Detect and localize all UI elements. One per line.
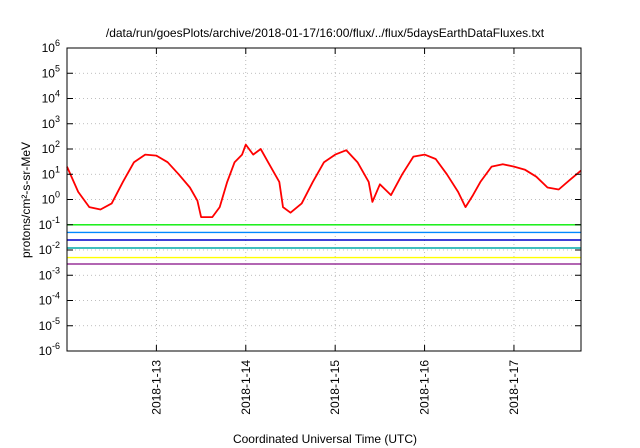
y-axis-label-text: protons/cm²-s-sr-MeV [19,142,33,258]
y-tick-label-exponent: -3 [52,265,60,275]
series-group [66,143,582,265]
y-tick-label-exponent: -6 [52,341,60,351]
y-tick-label-exponent: 1 [55,164,60,174]
y-tick-label-base: 10 [42,167,56,181]
series-line [66,143,582,219]
y-tick-label-base: 10 [42,41,56,55]
y-tick-label: 10-5 [39,316,60,333]
y-tick-label-base: 10 [39,319,53,333]
y-tick-label-exponent: 4 [55,89,60,99]
y-tick-label: 10-1 [39,215,60,232]
grid-lines [67,48,581,351]
y-tick-label-base: 10 [42,142,56,156]
y-tick-label-base: 10 [39,243,53,257]
y-tick-label: 103 [42,114,60,131]
y-tick-label: 102 [42,139,60,156]
y-tick-label-base: 10 [39,268,53,282]
chart-title: /data/run/goesPlots/archive/2018-01-17/1… [106,26,545,40]
y-tick-label-base: 10 [39,294,53,308]
y-tick-label-exponent: -2 [52,240,60,250]
y-tick-label-exponent: -1 [52,215,60,225]
x-tick-label: 2018-1-16 [418,360,432,415]
y-tick-label: 10-6 [39,341,60,358]
axis-ticks [67,47,581,352]
y-tick-label-exponent: 5 [55,63,60,73]
x-tick-label: 2018-1-15 [328,360,342,415]
y-tick-labels: 10-610-510-410-310-210-11001011021031041… [39,38,60,358]
y-tick-label: 10-4 [39,291,60,308]
y-tick-label: 101 [42,164,60,181]
y-tick-label: 104 [42,89,60,106]
x-axis-label: Coordinated Universal Time (UTC) [233,432,417,446]
y-tick-label: 106 [42,38,60,55]
y-tick-label-base: 10 [42,117,56,131]
y-tick-label-exponent: 6 [55,38,60,48]
y-tick-label-base: 10 [39,218,53,232]
y-tick-label-base: 10 [42,66,56,80]
y-tick-label-exponent: -4 [52,291,60,301]
y-tick-label: 100 [42,190,60,207]
y-tick-label-exponent: 0 [55,190,60,200]
y-tick-label-exponent: 2 [55,139,60,149]
y-tick-label-exponent: -5 [52,316,60,326]
y-tick-label-base: 10 [42,193,56,207]
y-tick-label-base: 10 [39,344,53,358]
y-tick-label: 10-2 [39,240,60,257]
y-tick-label-base: 10 [42,92,56,106]
y-tick-label: 10-3 [39,265,60,282]
x-tick-label: 2018-1-13 [149,360,163,415]
y-tick-label: 105 [42,63,60,80]
x-tick-label: 2018-1-17 [507,360,521,415]
y-tick-label-exponent: 3 [55,114,60,124]
y-axis-label: protons/cm²-s-sr-MeV [19,142,33,258]
x-tick-labels: 2018-1-13 2018-1-14 2018-1-15 2018-1-16 2018… [149,360,521,415]
x-tick-label: 2018-1-14 [239,360,253,415]
